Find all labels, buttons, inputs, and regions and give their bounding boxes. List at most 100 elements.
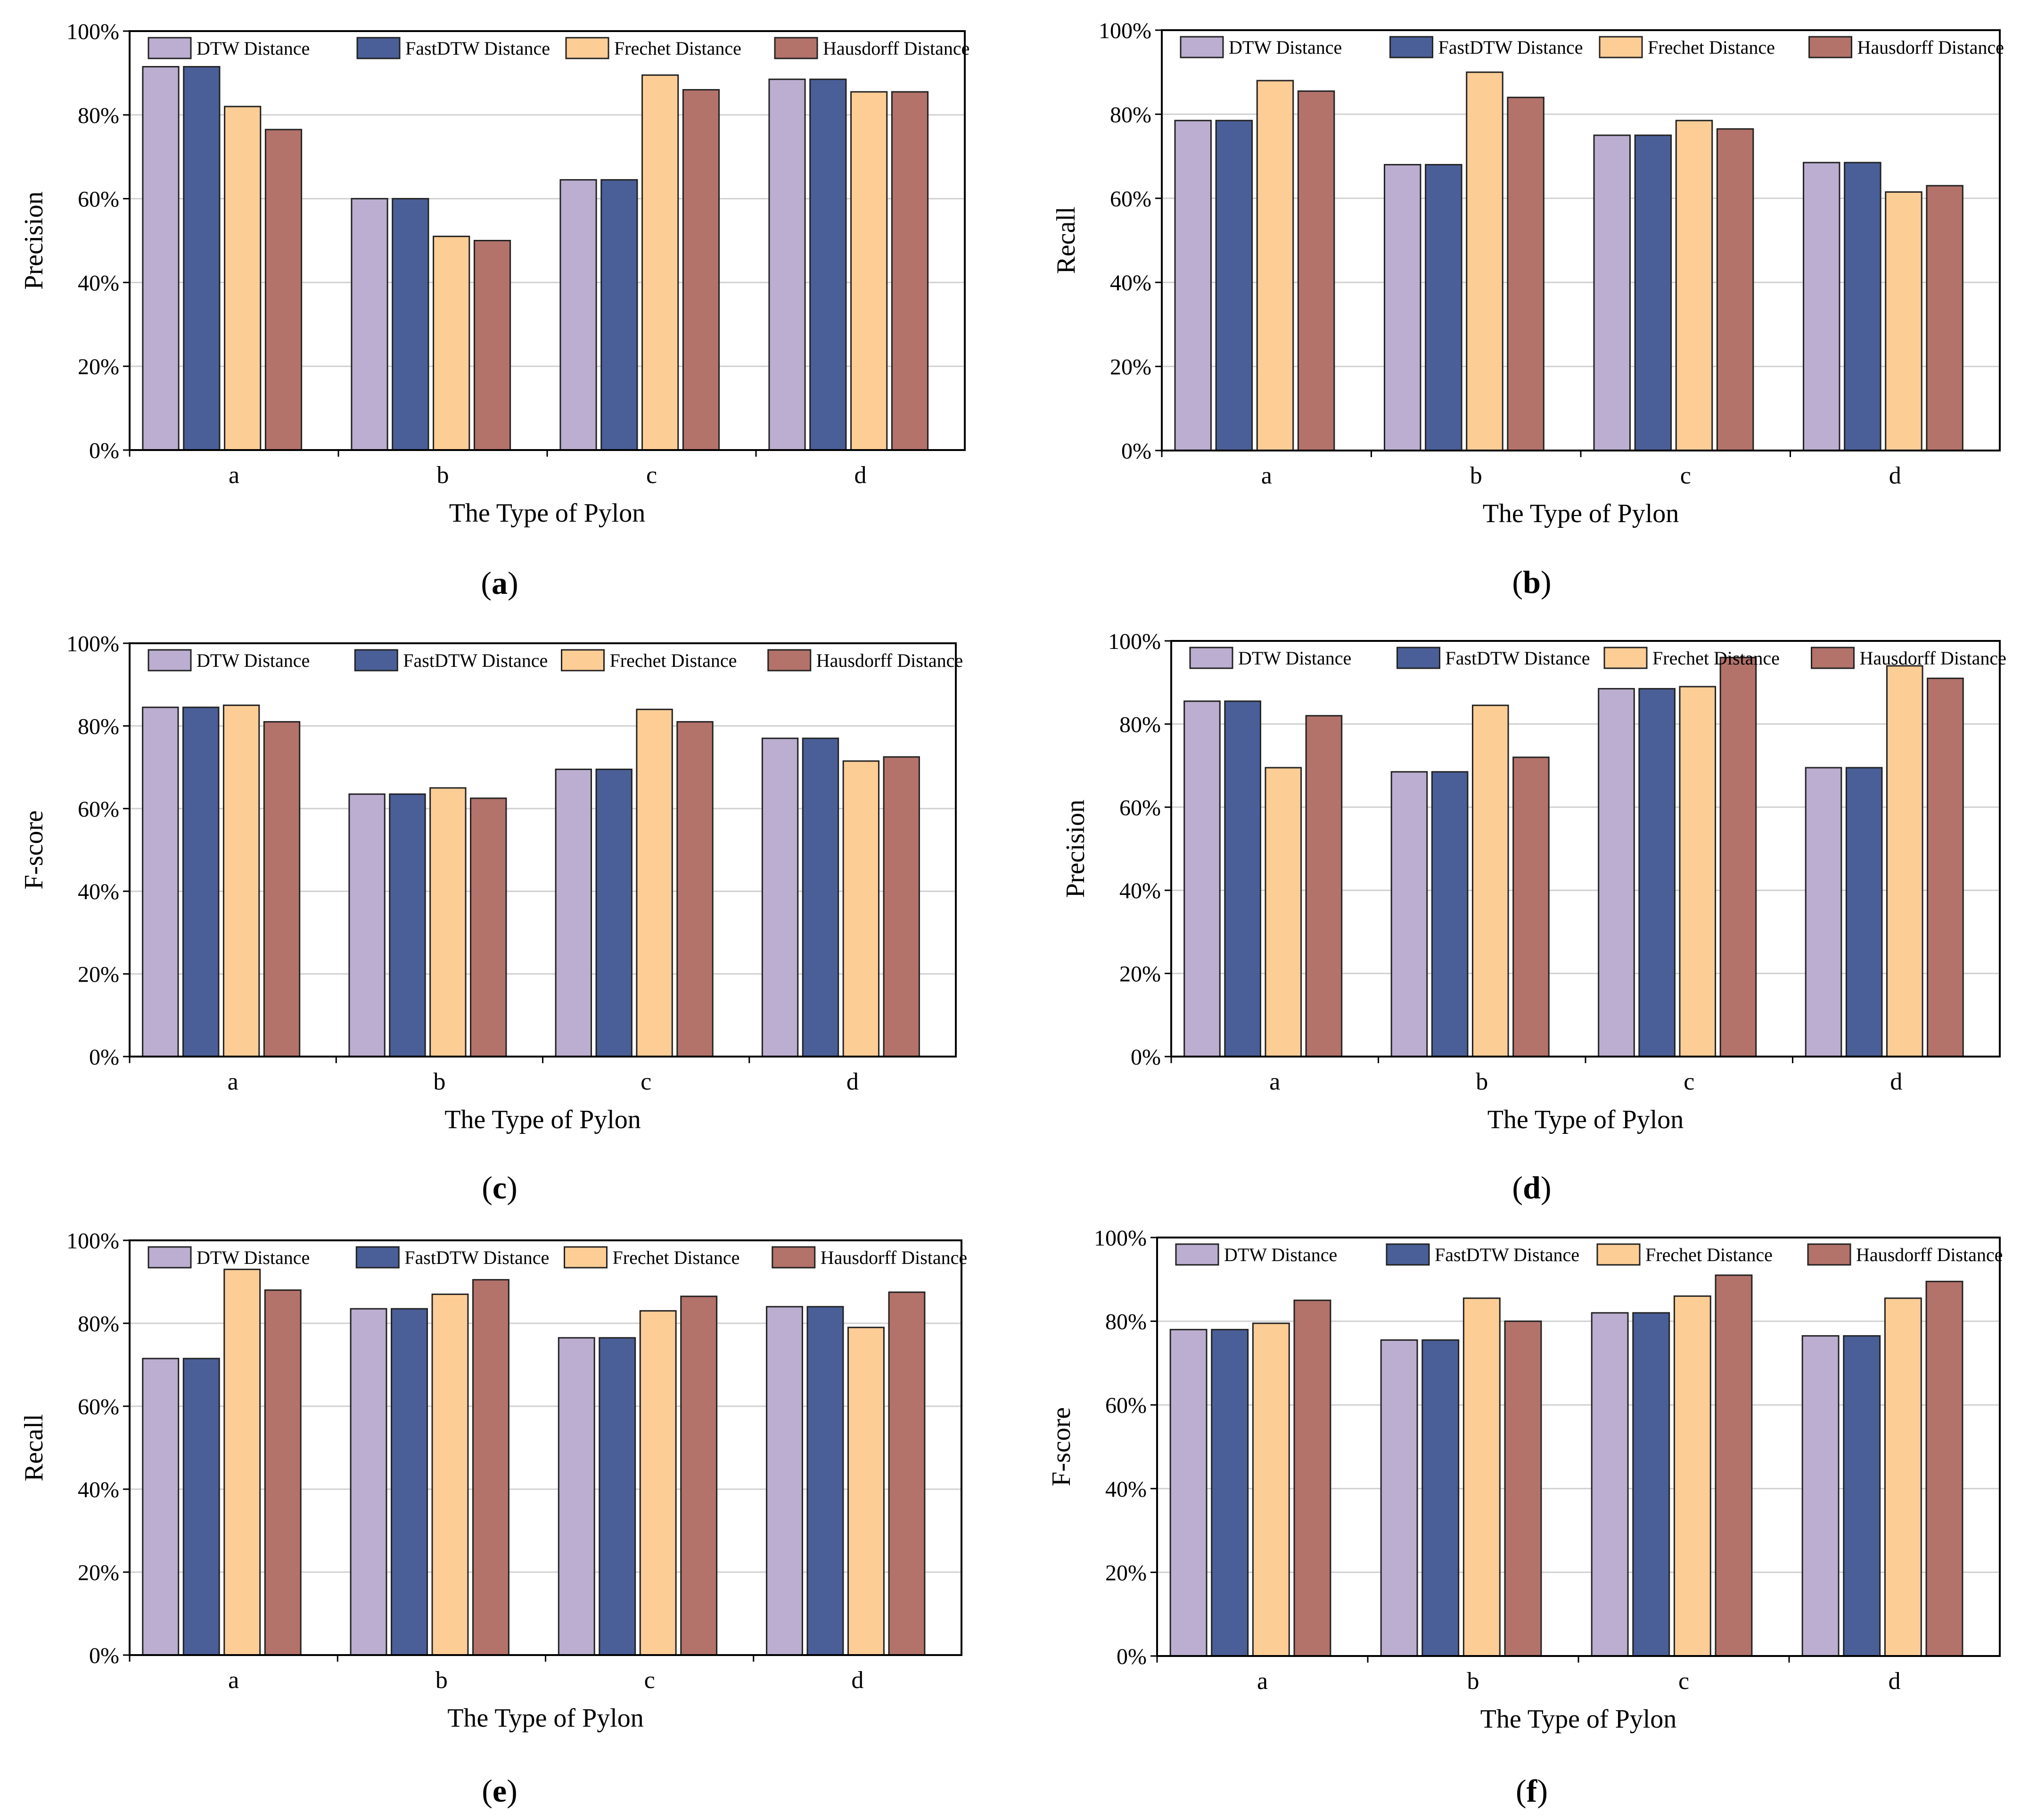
x-axis-label: The Type of Pylon [449,499,646,528]
bar-b-hausdorff-distance [472,1279,509,1656]
bar-a-fastdtw-distance [1211,1328,1249,1657]
bar-c-dtw-distance [555,768,592,1058]
bar-b-frechet-distance [1466,71,1503,451]
bar-b-fastdtw-distance [1421,1339,1460,1657]
bar-a-fastdtw-distance [183,66,221,451]
legend-label: Hausdorff Distance [1860,648,2006,669]
bar-a-hausdorff-distance [1305,715,1343,1058]
legend-swatch [561,649,605,672]
x-tick-label: c [1680,462,1691,489]
legend-label: Frechet Distance [610,650,737,671]
bar-d-hausdorff-distance [1926,185,1963,451]
bar-a-fastdtw-distance [182,706,220,1058]
y-tick-label: 60% [78,187,119,212]
x-tick-label: b [437,462,449,489]
y-axis-label: Precision [19,191,49,289]
y-tick-label: 80% [78,103,119,128]
y-tick-label: 20% [78,1560,119,1585]
x-tick-label: b [1467,1668,1479,1695]
bar-a-hausdorff-distance [1297,90,1335,451]
chart-panel-c: 0% 20% 40% 60% 80% 100% a b c d The Type of Pylon F… [19,631,963,1205]
y-axis-label: F-score [1047,1407,1076,1486]
x-tick-label: b [433,1068,445,1095]
legend-label: FastDTW Distance [1446,648,1590,669]
bar-c-dtw-distance [1593,134,1631,451]
bar-d-fastdtw-distance [1845,767,1883,1058]
legend-swatch [1175,1243,1219,1266]
legend-swatch [355,1246,400,1269]
legend-label: Hausdorff Distance [823,38,969,59]
y-tick-label: 40% [78,1477,119,1502]
legend-swatch [1180,36,1224,58]
bar-c-fastdtw-distance [599,1337,636,1656]
y-tick-label: 60% [1105,1393,1147,1418]
bar-c-hausdorff-distance [680,1295,718,1656]
bar-c-fastdtw-distance [1638,688,1676,1058]
legend-swatch [767,649,812,672]
chart-panel-d: 0% 20% 40% 60% 80% 100% a b c d The Type of Pylon P… [1061,629,2006,1205]
x-axis-label: The Type of Pylon [444,1105,641,1134]
y-tick-label: 100% [66,631,119,656]
x-axis-label: The Type of Pylon [447,1704,644,1733]
bar-d-dtw-distance [768,78,806,451]
legend-label: Frechet Distance [1648,37,1775,58]
legend-label: FastDTW Distance [404,1247,549,1268]
bar-b-dtw-distance [351,198,388,451]
y-tick-label: 60% [78,797,119,822]
bar-b-hausdorff-distance [1507,97,1545,451]
y-tick-label: 0% [1121,439,1151,464]
bar-b-hausdorff-distance [1512,756,1550,1058]
x-axis-label: The Type of Pylon [1480,1705,1677,1734]
bar-d-dtw-distance [1805,767,1842,1058]
chart-panel-b: 0% 20% 40% 60% 80% 100% a b c d The Type of Pylon R… [1052,18,2004,600]
y-tick-label: 80% [1119,712,1161,737]
bar-d-dtw-distance [1803,162,1840,451]
legend-label: DTW Distance [1238,648,1351,669]
bar-c-dtw-distance [558,1337,595,1656]
legend-label: DTW Distance [1229,37,1342,58]
bar-b-fastdtw-distance [391,1308,428,1656]
bar-d-frechet-distance [847,1327,885,1656]
bar-c-dtw-distance [1598,688,1635,1058]
x-tick-label: d [854,462,867,489]
bar-d-frechet-distance [1886,665,1923,1058]
legend-label: Frechet Distance [1645,1244,1773,1265]
bar-c-frechet-distance [639,1310,677,1656]
bar-b-frechet-distance [1471,705,1509,1058]
bar-a-fastdtw-distance [1224,700,1261,1058]
bar-a-hausdorff-distance [264,129,303,451]
chart-panel-e: 0% 20% 40% 60% 80% 100% a b c d The Type of Pylon R… [19,1229,967,1809]
y-tick-label: 80% [1110,102,1151,127]
bar-b-frechet-distance [433,236,470,451]
bar-d-fastdtw-distance [806,1306,844,1656]
bar-c-hausdorff-distance [1715,1274,1753,1657]
bar-b-frechet-distance [1462,1297,1501,1657]
x-tick-label: c [644,1667,655,1694]
bar-c-hausdorff-distance [682,89,720,451]
bar-a-dtw-distance [1174,120,1212,451]
legend-swatch [1808,36,1852,58]
bar-d-hausdorff-distance [883,756,920,1058]
bar-a-fastdtw-distance [182,1358,220,1656]
bar-a-frechet-distance [1256,80,1294,451]
legend-label: FastDTW Distance [403,650,548,671]
bar-b-fastdtw-distance [392,198,429,451]
legend-label: FastDTW Distance [405,38,550,59]
chart-panel-a: 0% 20% 40% 60% 80% 100% a b c d The Type of Pylon P… [19,19,969,601]
legend-label: Frechet Distance [1652,648,1780,669]
panel-caption: (e) [482,1773,518,1809]
y-tick-label: 60% [1119,795,1161,820]
bar-a-fastdtw-distance [1215,120,1253,451]
x-tick-label: b [1470,462,1482,489]
bar-c-fastdtw-distance [600,179,638,451]
legend-label: Hausdorff Distance [1857,37,2004,58]
y-tick-label: 40% [1105,1477,1147,1502]
panel-caption: (d) [1512,1170,1551,1205]
x-tick-label: a [228,1068,238,1095]
bar-c-frechet-distance [1673,1295,1711,1657]
legend-swatch [1389,36,1433,58]
bar-c-frechet-distance [1675,120,1713,451]
bar-a-frechet-distance [1265,767,1302,1058]
y-tick-label: 100% [66,19,119,44]
